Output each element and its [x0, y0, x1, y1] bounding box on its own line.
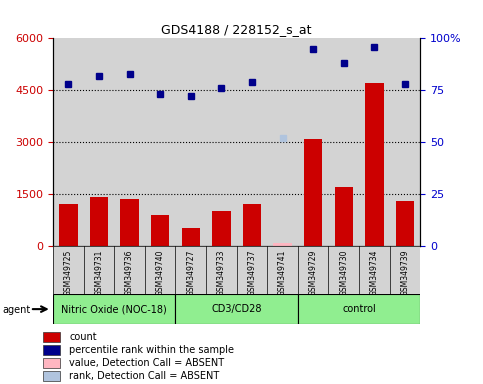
Text: value, Detection Call = ABSENT: value, Detection Call = ABSENT: [69, 358, 224, 368]
Text: GSM349736: GSM349736: [125, 250, 134, 296]
Text: agent: agent: [2, 305, 30, 314]
Text: rank, Detection Call = ABSENT: rank, Detection Call = ABSENT: [69, 371, 219, 381]
Text: GSM349731: GSM349731: [95, 250, 103, 296]
Bar: [182, 228, 200, 246]
Text: GSM349741: GSM349741: [278, 250, 287, 296]
Text: count: count: [69, 332, 97, 342]
Bar: [43, 333, 60, 342]
Bar: [59, 204, 78, 246]
Text: GSM349729: GSM349729: [309, 250, 318, 296]
Bar: [151, 215, 170, 246]
Text: percentile rank within the sample: percentile rank within the sample: [69, 345, 234, 355]
Text: GSM349733: GSM349733: [217, 250, 226, 296]
Bar: [53, 294, 175, 324]
Bar: [273, 243, 292, 246]
Text: GSM349730: GSM349730: [339, 250, 348, 296]
Text: CD3/CD28: CD3/CD28: [212, 304, 262, 314]
Bar: [212, 211, 230, 246]
Text: GSM349739: GSM349739: [400, 250, 410, 296]
Bar: [120, 199, 139, 246]
Bar: [335, 187, 353, 246]
Bar: [43, 345, 60, 355]
Bar: [298, 294, 420, 324]
Text: GSM349734: GSM349734: [370, 250, 379, 296]
Text: Nitric Oxide (NOC-18): Nitric Oxide (NOC-18): [61, 304, 167, 314]
Bar: [243, 204, 261, 246]
Text: GSM349737: GSM349737: [247, 250, 256, 296]
Text: GSM349725: GSM349725: [64, 250, 73, 296]
Text: GSM349740: GSM349740: [156, 250, 165, 296]
Bar: [396, 201, 414, 246]
Bar: [43, 371, 60, 381]
Text: control: control: [342, 304, 376, 314]
Bar: [43, 358, 60, 368]
Bar: [90, 197, 108, 246]
Bar: [175, 294, 298, 324]
Bar: [304, 139, 322, 246]
Title: GDS4188 / 228152_s_at: GDS4188 / 228152_s_at: [161, 23, 312, 36]
Text: GSM349727: GSM349727: [186, 250, 195, 296]
Bar: [365, 83, 384, 246]
